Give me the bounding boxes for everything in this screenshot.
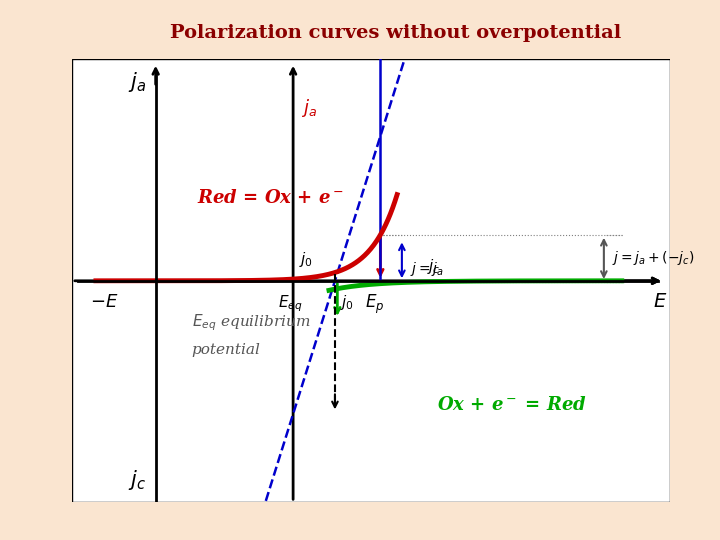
Text: $E_{eq}$ equilibrium: $E_{eq}$ equilibrium [192, 312, 310, 333]
Text: Polarization curves without overpotential: Polarization curves without overpotentia… [171, 24, 621, 42]
Text: $j = j_a$: $j = j_a$ [410, 260, 444, 278]
Text: $j_c$: $j_c$ [427, 258, 441, 276]
Text: $j_a$: $j_a$ [128, 70, 146, 94]
Text: $-E$: $-E$ [90, 293, 118, 311]
Text: $j_0$: $j_0$ [340, 293, 354, 312]
Text: $j_a$: $j_a$ [301, 97, 317, 119]
Text: Ox + e$^-$ = Red: Ox + e$^-$ = Red [436, 396, 586, 414]
Text: $E_{eq}$: $E_{eq}$ [278, 293, 302, 314]
Text: $j_0$: $j_0$ [300, 250, 313, 269]
Text: $E$: $E$ [653, 293, 667, 311]
Text: $j = j_a + (-j_c)$: $j = j_a + (-j_c)$ [612, 249, 695, 267]
Text: potential: potential [192, 343, 261, 357]
Text: Red = Ox + e$^-$: Red = Ox + e$^-$ [197, 189, 344, 207]
Text: $j_c$: $j_c$ [128, 468, 146, 492]
Text: $E_p$: $E_p$ [365, 293, 384, 316]
